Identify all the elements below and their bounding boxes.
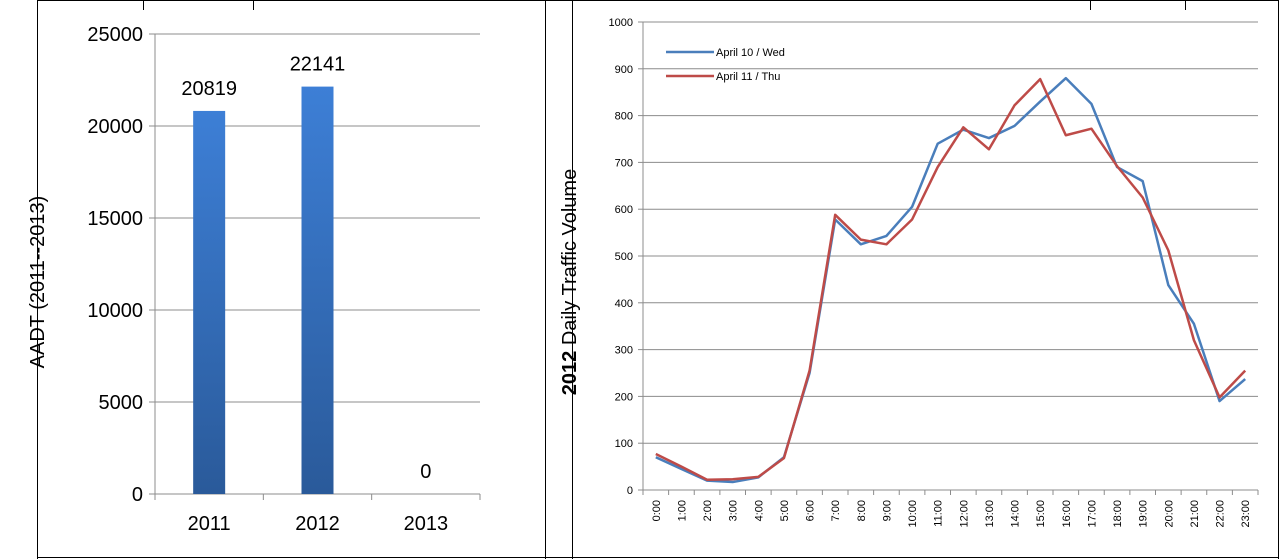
line-x-tick-label: 15:00 (1035, 500, 1047, 528)
table-border-inner (572, 0, 573, 559)
line-y-tick-label: 100 (615, 438, 633, 450)
bar-2011 (193, 110, 226, 495)
line-x-tick-label: 7:00 (830, 500, 842, 521)
table-header-divider (1090, 0, 1091, 10)
line-chart-series (655, 76, 1247, 484)
line-chart-legend: April 10 / Wed April 11 / Thu (666, 47, 785, 83)
bar-2012 (301, 86, 334, 495)
series-line-april-11 (655, 77, 1247, 481)
table-border-middle (545, 0, 546, 559)
line-x-tick-label: 3:00 (728, 500, 740, 521)
legend-label: April 10 / Wed (716, 47, 785, 59)
bar-x-tick-label: 2011 (188, 513, 231, 535)
bar-y-tick-label: 25000 (87, 24, 143, 46)
line-x-tick-label: 23:00 (1240, 500, 1252, 528)
y-axis-label-text: Daily Traffic Volume (559, 169, 581, 351)
table-border-bottom (37, 557, 1279, 558)
bar-x-tick-label: 2012 (295, 513, 340, 535)
table-header-divider (1185, 0, 1186, 10)
line-x-tick-label: 13:00 (984, 500, 996, 528)
bar-y-tick-label: 10000 (87, 300, 143, 322)
line-x-tick-label: 8:00 (856, 500, 868, 521)
bar-chart-tick-labels: 0 5000 10000 15000 20000 25000 2011 2012 2013 (87, 24, 448, 535)
y-axis-label-year: 2012 (559, 351, 581, 396)
bar-y-tick-label: 15000 (87, 208, 143, 230)
line-chart-gridlines (643, 21, 1258, 444)
line-chart-tick-labels: 0 100 200 300 400 500 600 700 800 900 1000 0:00 1:00… (609, 17, 1253, 528)
line-x-tick-label: 22:00 (1215, 500, 1227, 528)
line-chart-axes (638, 21, 1259, 495)
line-y-tick-label: 300 (615, 345, 633, 357)
bar-y-tick-label: 20000 (87, 116, 143, 138)
table-border-right (1278, 0, 1279, 559)
daily-traffic-line-chart: 0 100 200 300 400 500 600 700 800 900 1000 0:00 1:00… (559, 17, 1259, 528)
line-y-tick-label: 400 (615, 298, 633, 310)
table-border-top (37, 0, 1279, 1)
line-x-tick-label: 2:00 (702, 500, 714, 521)
line-x-tick-label: 20:00 (1163, 500, 1175, 528)
bar-y-tick-label: 5000 (99, 392, 144, 414)
bar-data-label: 20819 (181, 78, 237, 100)
line-y-tick-label: 700 (615, 157, 633, 169)
line-y-tick-label: 200 (615, 391, 633, 403)
table-border-left (37, 0, 38, 559)
line-x-tick-label: 19:00 (1138, 500, 1150, 528)
line-x-tick-label: 16:00 (1061, 500, 1073, 528)
bar-y-tick-label: 0 (132, 484, 143, 506)
series-line-april-10 (655, 76, 1247, 484)
line-y-tick-label: 600 (615, 204, 633, 216)
bar-x-tick-label: 2013 (404, 513, 449, 535)
bar-chart-bars (193, 86, 334, 495)
line-y-tick-label: 800 (615, 111, 633, 123)
line-y-tick-label: 500 (615, 251, 633, 263)
table-header-divider (143, 0, 144, 10)
line-y-tick-label: 900 (615, 64, 633, 76)
line-x-tick-label: 9:00 (881, 500, 893, 521)
line-x-tick-label: 14:00 (1010, 500, 1022, 528)
legend-label: April 11 / Thu (716, 71, 780, 83)
bar-chart-data-labels: 20819 22141 0 (181, 54, 431, 483)
line-x-tick-label: 0:00 (651, 500, 663, 521)
line-x-tick-label: 18:00 (1112, 500, 1124, 528)
line-y-tick-label: 1000 (609, 17, 633, 29)
table-header-divider (253, 0, 254, 10)
line-x-tick-label: 4:00 (753, 500, 765, 521)
bar-data-label: 22141 (290, 54, 346, 76)
bar-chart-y-axis-label: AADT (2011--2013) (27, 196, 49, 369)
line-x-tick-label: 11:00 (933, 500, 945, 527)
line-x-tick-label: 17:00 (1086, 500, 1098, 528)
aadt-bar-chart: 0 5000 10000 15000 20000 25000 2011 2012 2013 20… (27, 24, 481, 535)
line-x-tick-label: 10:00 (907, 500, 919, 528)
line-x-tick-label: 12:00 (958, 500, 970, 528)
line-x-tick-label: 5:00 (779, 500, 791, 521)
line-chart-y-axis-label: 2012 Daily Traffic Volume (559, 169, 581, 395)
line-y-tick-label: 0 (627, 485, 633, 497)
bar-data-label: 0 (420, 461, 431, 483)
line-x-tick-label: 21:00 (1189, 500, 1201, 528)
line-x-tick-label: 6:00 (805, 500, 817, 521)
line-x-tick-label: 1:00 (676, 500, 688, 521)
